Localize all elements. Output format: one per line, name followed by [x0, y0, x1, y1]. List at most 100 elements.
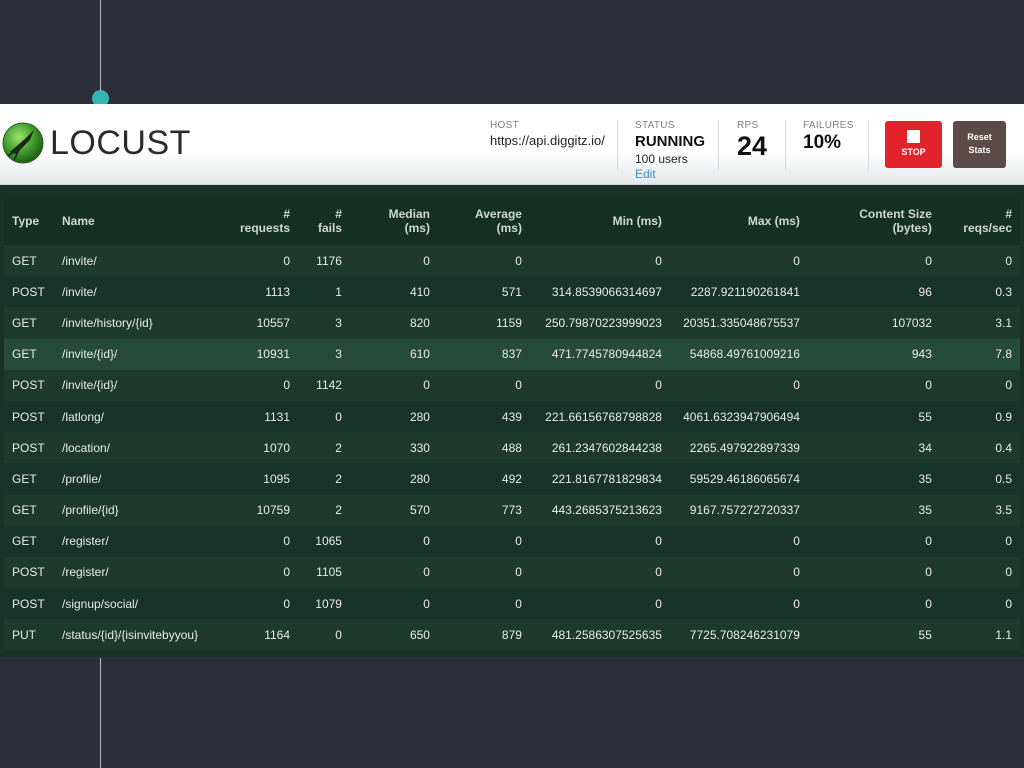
- table-cell: 1.1: [995, 627, 1012, 642]
- table-cell: /register/: [61, 565, 109, 580]
- status-value: RUNNING: [635, 133, 705, 150]
- table-cell: 0: [335, 627, 342, 642]
- reset-label-line1: Reset: [967, 132, 992, 142]
- table-row: POST/signup/social/0 1079 0 0 0 0 0 0: [4, 588, 1020, 620]
- table-cell: 0: [1005, 378, 1012, 393]
- table-cell: 570: [409, 503, 430, 518]
- stats-table: Type Name # requests # fails Median (ms) Average…: [4, 197, 1020, 651]
- table-row: POST/location/1070 2 330 488 261.23476028442…: [4, 432, 1020, 464]
- column-header[interactable]: Name: [53, 197, 232, 245]
- table-cell: /latlong/: [61, 409, 105, 424]
- failures-value: 10%: [803, 132, 842, 153]
- header-separator: [617, 120, 618, 170]
- column-header[interactable]: # fails: [298, 197, 350, 245]
- table-cell: 0: [925, 596, 932, 611]
- table-cell: 0: [283, 253, 290, 268]
- table-cell: 0: [283, 378, 290, 393]
- table-cell: 488: [501, 440, 522, 455]
- table-cell: /status/{id}/{isinvitebyyou}: [61, 627, 199, 642]
- table-cell: 1113: [265, 284, 290, 299]
- table-cell: /location/: [61, 440, 111, 455]
- table-cell: 650: [409, 627, 430, 642]
- header-separator: [785, 120, 786, 170]
- table-cell: 0: [423, 534, 430, 549]
- header-separator: [718, 120, 719, 170]
- table-cell: 0: [655, 534, 662, 549]
- table-cell: 0: [335, 409, 342, 424]
- table-cell: 10557: [256, 315, 290, 330]
- table-cell: 1095: [263, 471, 290, 486]
- table-cell: 0: [1005, 565, 1012, 580]
- table-cell: 35: [918, 471, 932, 486]
- table-cell: 0: [283, 565, 290, 580]
- table-cell: 0: [515, 596, 522, 611]
- table-cell: GET: [12, 347, 37, 362]
- table-row: PUT/status/{id}/{isinvitebyyou} 1164 0 650 8…: [4, 619, 1020, 651]
- column-header-line1: Median: [388, 207, 430, 221]
- table-cell: 471.7745780944824: [551, 347, 662, 362]
- table-cell: 2: [335, 503, 342, 518]
- reset-stats-button[interactable]: Reset Stats: [953, 121, 1006, 168]
- table-cell: 410: [409, 284, 430, 299]
- table-cell: 610: [409, 347, 430, 362]
- app-header: LOCUST HOST https://api.diggitz.io/ STAT…: [0, 104, 1024, 185]
- table-header-row: Type Name # requests # fails Median (ms) Average…: [4, 197, 1020, 245]
- table-cell: 879: [501, 627, 522, 642]
- table-cell: 7.8: [995, 347, 1012, 362]
- table-cell: 481.2586307525635: [551, 627, 662, 642]
- column-header[interactable]: # reqs/sec: [939, 197, 1020, 245]
- table-cell: 2: [335, 440, 342, 455]
- table-cell: 221.8167781829834: [551, 471, 662, 486]
- table-cell: /invite/history/{id}: [61, 315, 153, 330]
- table-cell: 3.1: [995, 315, 1012, 330]
- column-header-line2: (ms): [496, 221, 522, 235]
- table-cell: 221.66156768798828: [545, 409, 662, 424]
- rps-value: 24: [737, 131, 768, 161]
- table-cell: 0.9: [995, 409, 1012, 424]
- table-cell: 280: [409, 409, 430, 424]
- table-cell: 55: [918, 627, 932, 642]
- table-row: GET/invite/history/{id} 10557 3 820 1159 250.…: [4, 307, 1020, 339]
- table-cell: 0: [925, 253, 932, 268]
- table-cell: 0: [793, 378, 800, 393]
- table-row: GET/profile/1095 2 280 492 221.8167781829834…: [4, 463, 1020, 495]
- table-cell: 0: [423, 378, 430, 393]
- edit-link[interactable]: Edit: [635, 167, 656, 181]
- table-cell: 280: [409, 471, 430, 486]
- table-cell: 96: [918, 284, 932, 299]
- table-row: GET/register/0 1065 0 0 0 0 0 0: [4, 525, 1020, 557]
- column-header-line2: (ms): [404, 221, 430, 235]
- column-header-line1: Average: [475, 207, 522, 221]
- table-cell: GET: [12, 315, 37, 330]
- table-cell: POST: [12, 378, 45, 393]
- column-header[interactable]: Min (ms): [529, 197, 670, 245]
- stop-button[interactable]: STOP: [885, 121, 942, 168]
- logo-text: LOCUST: [50, 124, 191, 162]
- table-row: POST/invite/{id}/ 0 1142 0 0 0 0 0 0: [4, 369, 1020, 401]
- table-cell: 943: [911, 347, 932, 362]
- column-header[interactable]: Content Size (bytes): [807, 197, 940, 245]
- table-row: POST/latlong/1131 0 280 439 221.661567687988…: [4, 400, 1020, 433]
- table-cell: 0: [515, 378, 522, 393]
- table-body: GET/invite/0 1176 0 0 0 0 0 0 POST/invite/1113 1 4…: [4, 245, 1020, 651]
- failures-block: FAILURES 10%: [803, 120, 854, 154]
- table-cell: 2287.921190261841: [690, 284, 800, 299]
- column-header-line2: fails: [317, 221, 342, 235]
- table-cell: 3.5: [995, 503, 1012, 518]
- status-block: STATUS RUNNING 100 users Edit: [635, 120, 705, 181]
- column-header[interactable]: Median (ms): [349, 197, 438, 245]
- column-header[interactable]: Type: [4, 197, 54, 245]
- table-cell: 1131: [264, 409, 290, 424]
- table-cell: 0: [515, 253, 522, 268]
- table-cell: POST: [12, 440, 45, 455]
- table-cell: GET: [12, 471, 37, 486]
- status-label: STATUS: [635, 120, 675, 131]
- decorative-dot: [92, 90, 109, 107]
- column-header[interactable]: # requests: [231, 197, 298, 245]
- table-cell: 1: [335, 284, 342, 299]
- table-cell: PUT: [12, 627, 36, 642]
- table-cell: 1164: [264, 627, 290, 642]
- table-cell: 0: [925, 565, 932, 580]
- column-header[interactable]: Average (ms): [437, 197, 530, 245]
- column-header[interactable]: Max (ms): [669, 197, 808, 245]
